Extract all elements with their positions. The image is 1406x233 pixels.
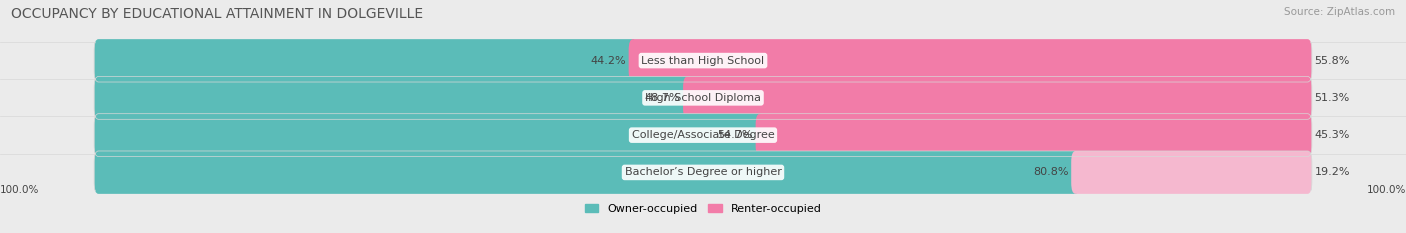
Text: 55.8%: 55.8% (1315, 56, 1350, 65)
FancyBboxPatch shape (94, 151, 1080, 194)
Text: Bachelor’s Degree or higher: Bachelor’s Degree or higher (624, 168, 782, 177)
Text: 51.3%: 51.3% (1315, 93, 1350, 103)
Text: 80.8%: 80.8% (1033, 168, 1069, 177)
FancyBboxPatch shape (683, 76, 1312, 119)
FancyBboxPatch shape (628, 39, 1312, 82)
Text: 54.7%: 54.7% (717, 130, 752, 140)
Text: 100.0%: 100.0% (0, 185, 39, 195)
FancyBboxPatch shape (94, 114, 763, 157)
Text: 44.2%: 44.2% (591, 56, 626, 65)
Text: 45.3%: 45.3% (1315, 130, 1350, 140)
Text: 19.2%: 19.2% (1315, 168, 1350, 177)
FancyBboxPatch shape (94, 39, 637, 82)
FancyBboxPatch shape (94, 151, 1312, 194)
Text: OCCUPANCY BY EDUCATIONAL ATTAINMENT IN DOLGEVILLE: OCCUPANCY BY EDUCATIONAL ATTAINMENT IN D… (11, 7, 423, 21)
FancyBboxPatch shape (94, 76, 692, 119)
FancyBboxPatch shape (94, 39, 1312, 82)
FancyBboxPatch shape (94, 114, 1312, 157)
Text: 100.0%: 100.0% (1367, 185, 1406, 195)
Text: Source: ZipAtlas.com: Source: ZipAtlas.com (1284, 7, 1395, 17)
Legend: Owner-occupied, Renter-occupied: Owner-occupied, Renter-occupied (581, 199, 825, 218)
Text: Less than High School: Less than High School (641, 56, 765, 65)
FancyBboxPatch shape (94, 76, 1312, 119)
FancyBboxPatch shape (1071, 151, 1312, 194)
Text: College/Associate Degree: College/Associate Degree (631, 130, 775, 140)
Text: High School Diploma: High School Diploma (645, 93, 761, 103)
Text: 48.7%: 48.7% (644, 93, 681, 103)
FancyBboxPatch shape (755, 114, 1312, 157)
